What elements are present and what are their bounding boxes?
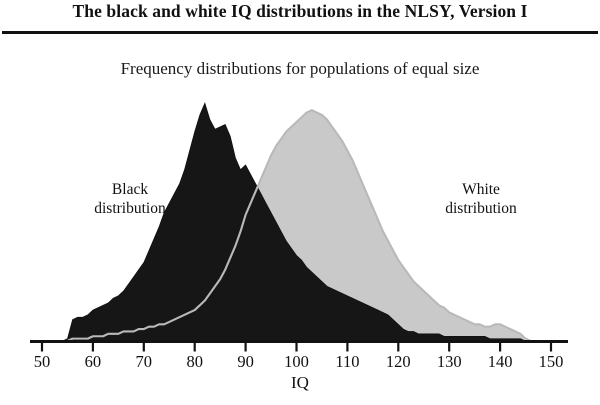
tick-label-130: 130 <box>436 352 462 371</box>
white-label-line1: White <box>462 181 500 198</box>
black-distribution-area <box>42 102 551 342</box>
tick-label-60: 60 <box>84 352 102 371</box>
black-label-line2: distribution <box>94 200 166 217</box>
tick-label-90: 90 <box>237 352 254 371</box>
x-axis-title: IQ <box>291 373 309 392</box>
white-distribution-label: White distribution <box>405 180 557 218</box>
tick-label-120: 120 <box>385 352 411 371</box>
x-axis <box>30 340 568 352</box>
title-divider <box>2 31 598 34</box>
white-label-line2: distribution <box>445 200 517 217</box>
axis-tick-marks <box>40 341 553 352</box>
black-distribution-label: Black distribution <box>60 180 200 218</box>
tick-label-150: 150 <box>538 352 564 371</box>
white-distribution-outline <box>42 109 551 343</box>
chart-subtitle: Frequency distributions for populations … <box>120 59 480 78</box>
black-label-line1: Black <box>111 181 149 198</box>
tick-label-110: 110 <box>335 352 360 371</box>
tick-label-100: 100 <box>284 352 309 371</box>
chart-areas <box>42 102 551 343</box>
tick-label-140: 140 <box>487 352 513 371</box>
tick-label-80: 80 <box>186 352 203 371</box>
tick-label-50: 50 <box>33 352 51 371</box>
page-title: The black and white IQ distributions in … <box>72 1 528 21</box>
tick-label-70: 70 <box>135 352 153 371</box>
